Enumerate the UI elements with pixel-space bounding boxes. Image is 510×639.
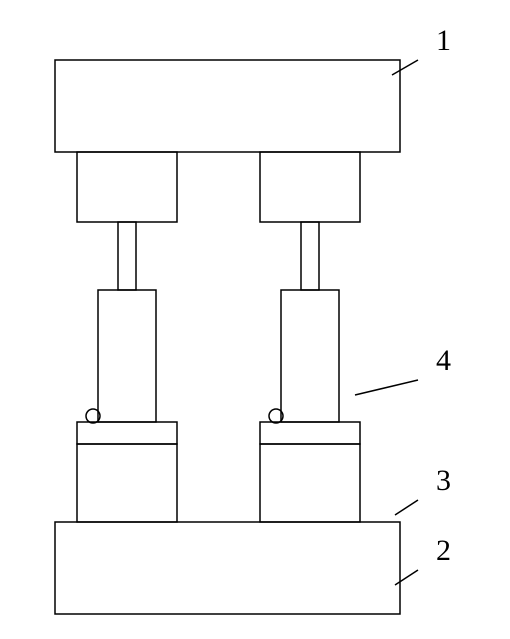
label-3: 3 xyxy=(436,464,451,497)
rod-right xyxy=(301,222,319,290)
technical-diagram: 1 4 3 2 xyxy=(0,0,510,639)
top-block-right xyxy=(260,152,360,222)
rod-left xyxy=(118,222,136,290)
leader-line-3 xyxy=(395,500,418,515)
pad-left-upper xyxy=(77,422,177,444)
top-bar xyxy=(55,60,400,152)
pad-right-upper xyxy=(260,422,360,444)
label-1: 1 xyxy=(436,24,451,57)
leader-line-4 xyxy=(355,380,418,395)
top-block-left xyxy=(77,152,177,222)
label-2: 2 xyxy=(436,534,451,567)
cylinder-right xyxy=(281,290,339,422)
cylinder-left xyxy=(98,290,156,422)
leader-line-2 xyxy=(395,570,418,585)
label-4: 4 xyxy=(436,344,451,377)
pad-left-lower xyxy=(77,444,177,522)
leader-line-1 xyxy=(392,60,418,75)
bottom-bar xyxy=(55,522,400,614)
pad-right-lower xyxy=(260,444,360,522)
